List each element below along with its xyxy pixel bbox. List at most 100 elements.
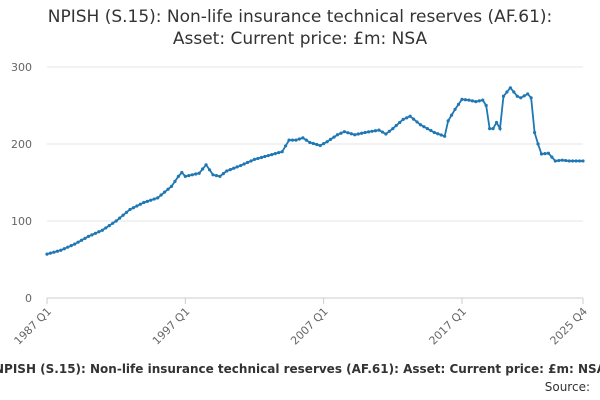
data-point[interactable] bbox=[252, 157, 257, 161]
data-point[interactable] bbox=[328, 137, 333, 141]
data-point[interactable] bbox=[59, 248, 63, 252]
data-point[interactable] bbox=[560, 158, 564, 162]
data-point[interactable] bbox=[526, 92, 530, 96]
data-point[interactable] bbox=[339, 131, 343, 135]
data-point[interactable] bbox=[169, 184, 174, 188]
data-point[interactable] bbox=[114, 219, 118, 223]
data-point[interactable] bbox=[173, 179, 177, 183]
data-point[interactable] bbox=[422, 125, 426, 129]
data-point[interactable] bbox=[470, 99, 474, 103]
data-point[interactable] bbox=[553, 159, 557, 163]
data-point[interactable] bbox=[529, 96, 533, 100]
data-point[interactable] bbox=[349, 132, 353, 136]
data-point[interactable] bbox=[207, 168, 212, 172]
data-point[interactable] bbox=[235, 165, 239, 169]
data-point[interactable] bbox=[491, 127, 495, 131]
data-point[interactable] bbox=[380, 130, 385, 134]
data-point[interactable] bbox=[62, 247, 66, 251]
data-point[interactable] bbox=[97, 230, 101, 234]
data-point[interactable] bbox=[360, 131, 364, 135]
data-point[interactable] bbox=[152, 197, 156, 201]
data-point[interactable] bbox=[304, 138, 308, 142]
data-point[interactable] bbox=[498, 127, 502, 131]
data-point[interactable] bbox=[335, 133, 340, 137]
data-point[interactable] bbox=[415, 120, 419, 124]
data-point[interactable] bbox=[52, 250, 56, 254]
data-point[interactable] bbox=[391, 127, 395, 131]
data-point[interactable] bbox=[318, 143, 322, 148]
data-point[interactable] bbox=[79, 238, 84, 242]
data-point[interactable] bbox=[463, 98, 468, 102]
data-point[interactable] bbox=[567, 159, 571, 163]
data-point[interactable] bbox=[180, 170, 184, 175]
data-point[interactable] bbox=[488, 127, 492, 131]
data-point[interactable] bbox=[256, 156, 260, 161]
data-point[interactable] bbox=[100, 228, 104, 232]
data-point[interactable] bbox=[128, 207, 132, 212]
data-point[interactable] bbox=[546, 151, 551, 155]
data-point[interactable] bbox=[353, 133, 357, 137]
data-point[interactable] bbox=[481, 98, 485, 102]
data-point[interactable] bbox=[581, 159, 585, 163]
data-point[interactable] bbox=[539, 152, 544, 156]
data-point[interactable] bbox=[564, 158, 568, 163]
data-point[interactable] bbox=[467, 98, 471, 102]
data-point[interactable] bbox=[138, 202, 142, 206]
data-point[interactable] bbox=[536, 142, 540, 146]
data-point[interactable] bbox=[270, 152, 274, 157]
data-point[interactable] bbox=[484, 103, 488, 108]
data-point[interactable] bbox=[373, 129, 378, 133]
data-point[interactable] bbox=[266, 153, 270, 158]
data-point[interactable] bbox=[190, 173, 194, 177]
data-point[interactable] bbox=[543, 152, 547, 156]
data-point[interactable] bbox=[225, 169, 229, 173]
data-point[interactable] bbox=[443, 134, 447, 138]
data-point[interactable] bbox=[356, 132, 360, 136]
data-point[interactable] bbox=[436, 132, 440, 136]
data-point[interactable] bbox=[346, 131, 350, 135]
data-point[interactable] bbox=[131, 206, 136, 210]
data-point[interactable] bbox=[135, 204, 139, 208]
data-point[interactable] bbox=[322, 142, 326, 146]
data-point[interactable] bbox=[522, 94, 526, 98]
data-point[interactable] bbox=[142, 200, 146, 205]
data-point[interactable] bbox=[83, 236, 87, 240]
data-point[interactable] bbox=[315, 142, 319, 147]
data-point[interactable] bbox=[439, 133, 443, 137]
data-point[interactable] bbox=[515, 94, 519, 98]
data-point[interactable] bbox=[550, 155, 554, 159]
data-point[interactable] bbox=[301, 136, 305, 140]
data-point[interactable] bbox=[214, 173, 219, 178]
data-point[interactable] bbox=[263, 154, 267, 159]
data-point[interactable] bbox=[280, 150, 284, 154]
data-point[interactable] bbox=[532, 130, 537, 135]
data-point[interactable] bbox=[187, 173, 191, 178]
data-point[interactable] bbox=[460, 97, 464, 101]
data-point[interactable] bbox=[201, 167, 205, 171]
data-point[interactable] bbox=[93, 231, 98, 235]
data-point[interactable] bbox=[405, 116, 409, 120]
data-point[interactable] bbox=[377, 128, 381, 132]
data-point[interactable] bbox=[183, 174, 187, 178]
data-point[interactable] bbox=[245, 160, 250, 165]
data-point[interactable] bbox=[69, 244, 73, 248]
data-point[interactable] bbox=[474, 100, 478, 104]
data-point[interactable] bbox=[145, 199, 149, 203]
data-point[interactable] bbox=[367, 130, 371, 134]
data-point[interactable] bbox=[577, 159, 582, 163]
data-point[interactable] bbox=[118, 216, 122, 220]
data-point[interactable] bbox=[48, 251, 53, 255]
data-point[interactable] bbox=[197, 171, 201, 175]
data-point[interactable] bbox=[387, 129, 391, 133]
data-point[interactable] bbox=[45, 252, 49, 256]
data-point[interactable] bbox=[519, 96, 523, 100]
data-point[interactable] bbox=[394, 123, 398, 128]
data-point[interactable] bbox=[156, 196, 160, 200]
data-point[interactable] bbox=[384, 132, 388, 136]
data-point[interactable] bbox=[294, 138, 298, 142]
data-point[interactable] bbox=[73, 242, 77, 246]
data-point[interactable] bbox=[418, 123, 423, 127]
data-point[interactable] bbox=[242, 162, 246, 166]
data-point[interactable] bbox=[332, 135, 336, 139]
data-point[interactable] bbox=[239, 163, 243, 168]
